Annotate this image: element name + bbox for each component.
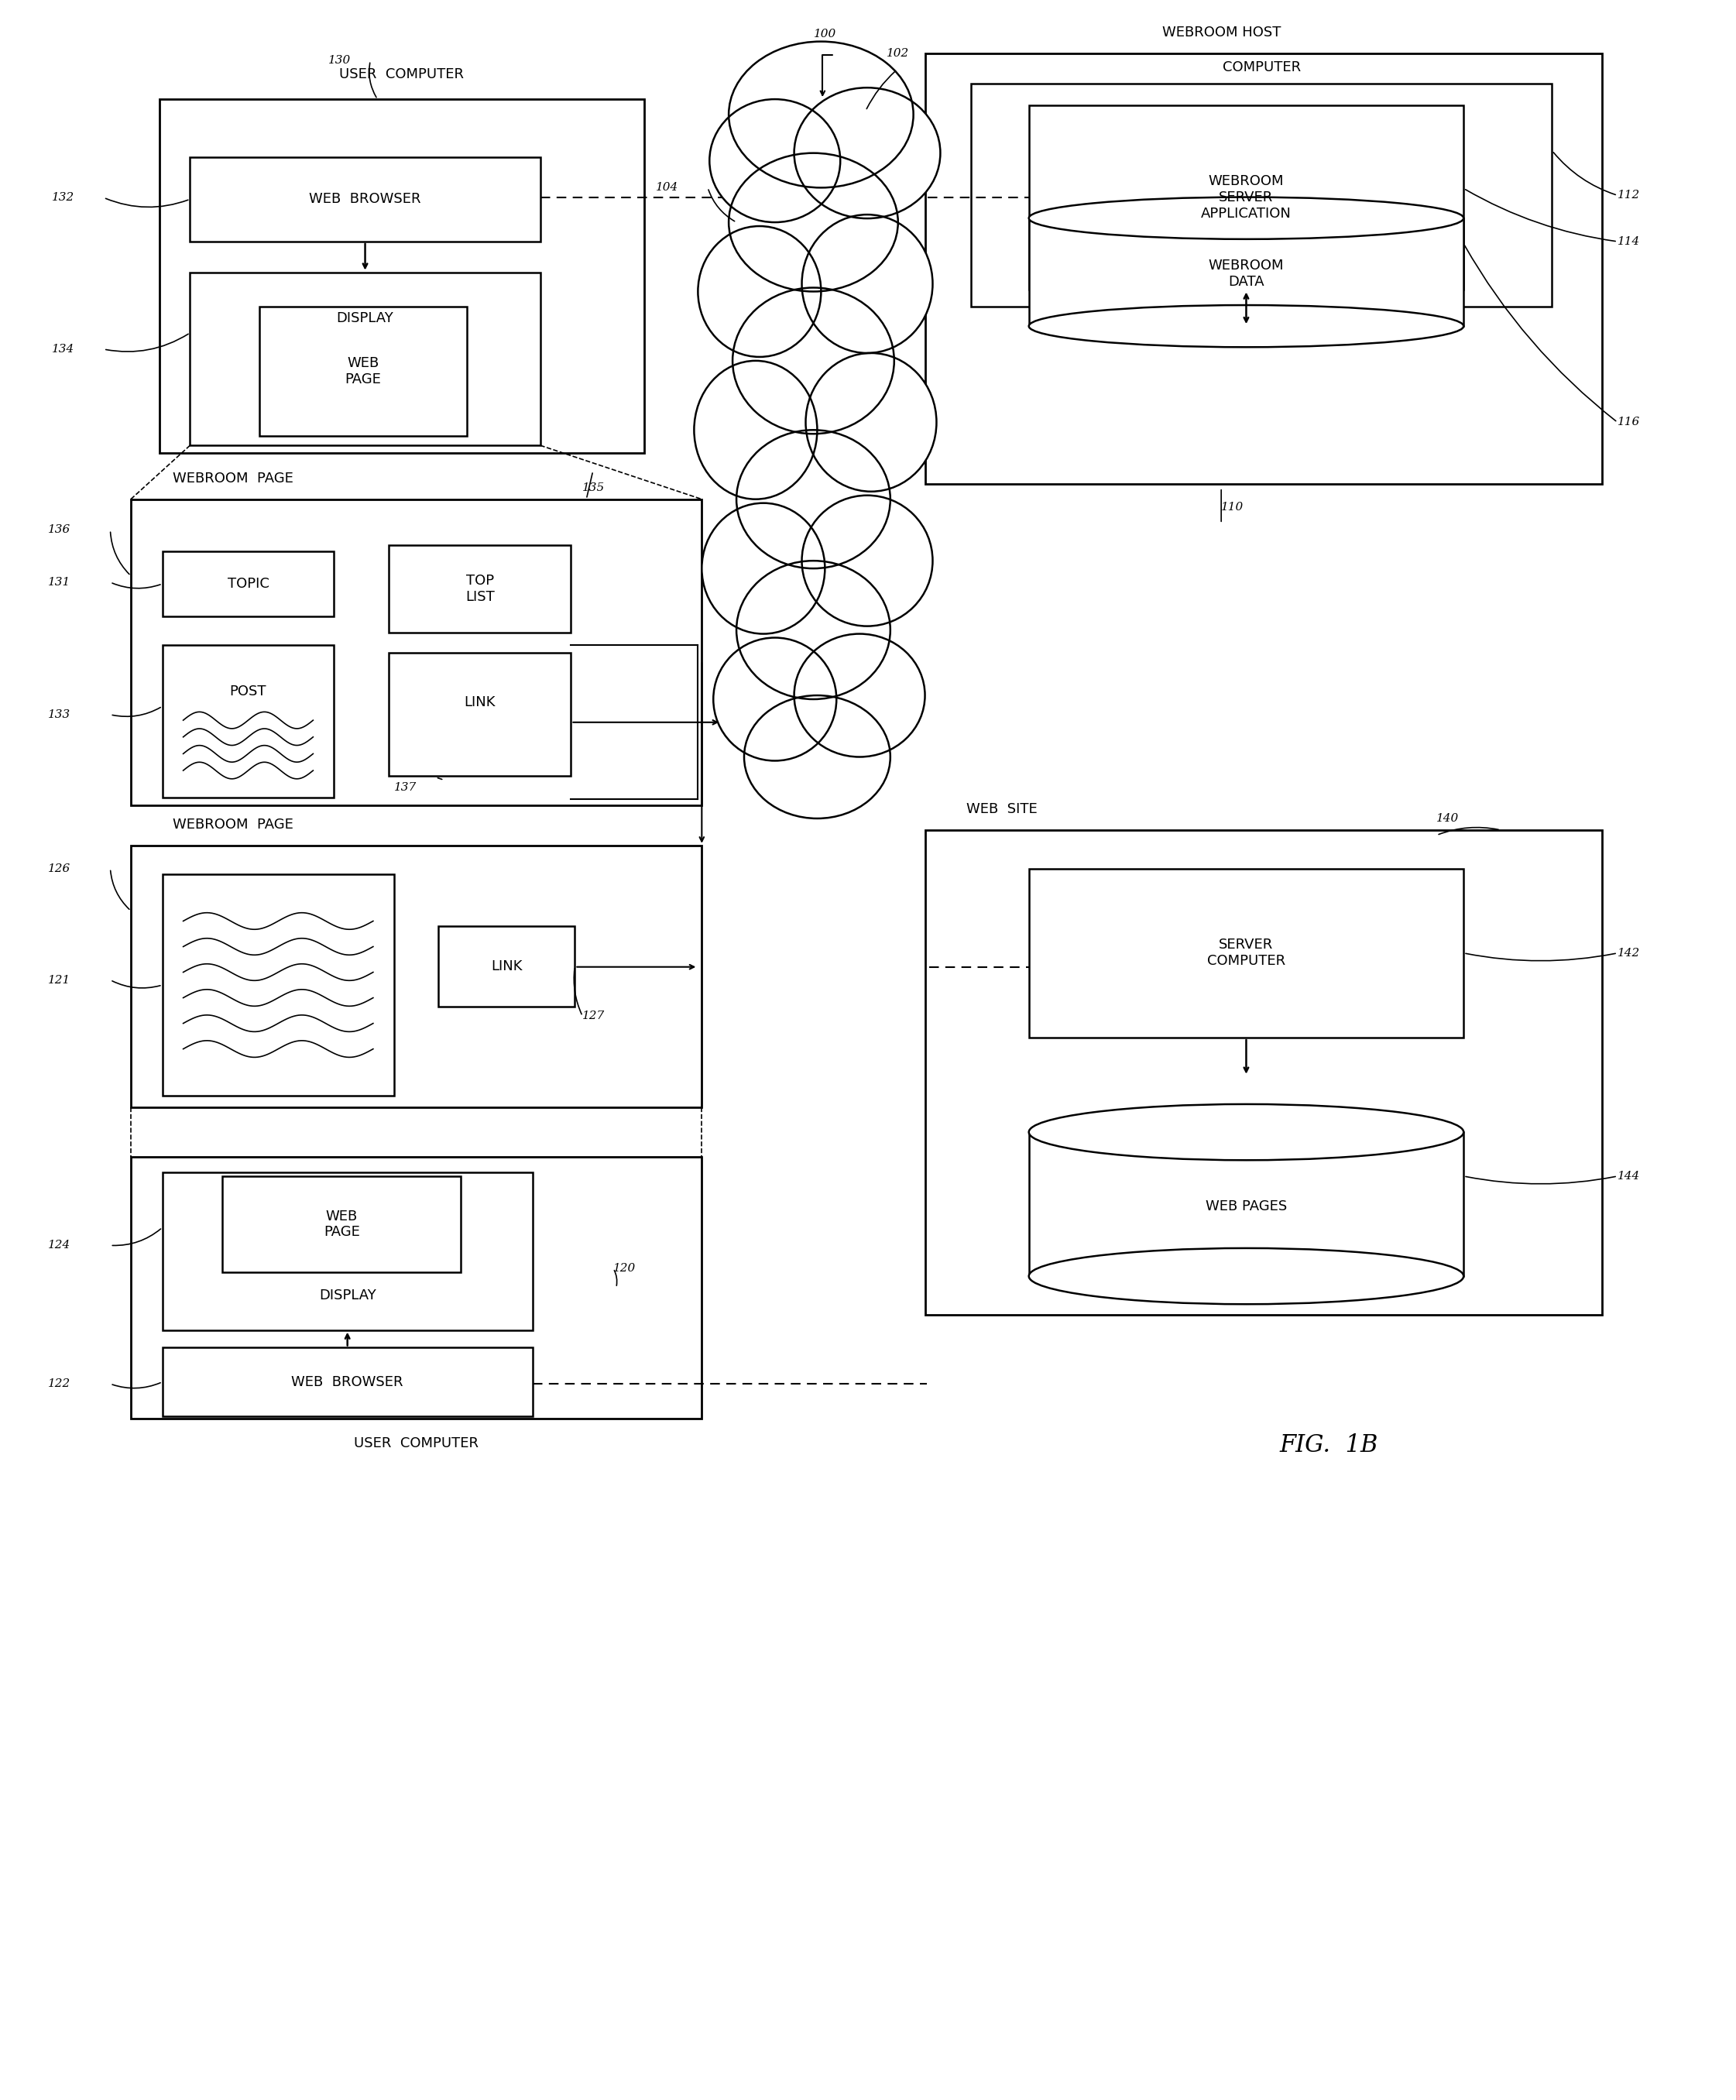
- Text: WEB  BROWSER: WEB BROWSER: [309, 193, 422, 206]
- Text: WEBROOM
SERVER
APPLICATION: WEBROOM SERVER APPLICATION: [1201, 174, 1292, 220]
- Bar: [1029, 869, 1463, 1037]
- Text: 130: 130: [328, 55, 351, 67]
- Text: 114: 114: [1618, 235, 1641, 248]
- Text: POST: POST: [229, 685, 267, 697]
- Ellipse shape: [729, 42, 913, 187]
- Text: 126: 126: [47, 863, 71, 874]
- Text: 135: 135: [583, 483, 606, 493]
- Text: 104: 104: [656, 183, 679, 193]
- Ellipse shape: [1029, 197, 1463, 239]
- Text: FIG.  1B: FIG. 1B: [1279, 1434, 1378, 1457]
- Ellipse shape: [736, 430, 891, 569]
- Bar: [925, 52, 1602, 483]
- Text: 122: 122: [47, 1378, 71, 1390]
- Text: USER  COMPUTER: USER COMPUTER: [339, 67, 464, 82]
- Text: WEB  SITE: WEB SITE: [967, 802, 1038, 817]
- Bar: [259, 307, 467, 437]
- Ellipse shape: [729, 153, 898, 292]
- Ellipse shape: [802, 496, 932, 626]
- Text: WEBROOM  PAGE: WEBROOM PAGE: [172, 817, 293, 832]
- Ellipse shape: [793, 88, 941, 218]
- Text: WEBROOM
DATA: WEBROOM DATA: [1208, 258, 1285, 288]
- Text: 127: 127: [583, 1010, 606, 1021]
- Text: TOP
LIST: TOP LIST: [465, 573, 495, 605]
- Text: WEB PAGES: WEB PAGES: [1205, 1199, 1286, 1214]
- Text: 144: 144: [1618, 1170, 1641, 1182]
- Text: 120: 120: [613, 1262, 635, 1275]
- Bar: [222, 1176, 462, 1273]
- Text: WEBROOM  PAGE: WEBROOM PAGE: [172, 470, 293, 485]
- Text: 102: 102: [887, 48, 910, 59]
- Ellipse shape: [745, 695, 891, 819]
- Bar: [1029, 218, 1463, 326]
- Text: 124: 124: [47, 1239, 71, 1252]
- Ellipse shape: [806, 353, 936, 491]
- Ellipse shape: [713, 638, 837, 760]
- Text: 131: 131: [47, 578, 71, 588]
- Text: 134: 134: [52, 344, 75, 355]
- Ellipse shape: [694, 361, 818, 500]
- Bar: [1029, 1132, 1463, 1277]
- Ellipse shape: [1029, 1105, 1463, 1159]
- Ellipse shape: [1029, 304, 1463, 346]
- Ellipse shape: [698, 227, 821, 357]
- Text: DISPLAY: DISPLAY: [319, 1287, 377, 1302]
- Ellipse shape: [1029, 1247, 1463, 1304]
- Bar: [163, 1348, 533, 1415]
- Text: 100: 100: [814, 29, 837, 40]
- Text: 112: 112: [1618, 189, 1641, 202]
- Text: SERVER
COMPUTER: SERVER COMPUTER: [1207, 939, 1285, 968]
- Bar: [389, 546, 571, 632]
- Bar: [925, 830, 1602, 1315]
- Bar: [130, 500, 701, 806]
- Bar: [389, 653, 571, 777]
- Text: WEB
PAGE: WEB PAGE: [323, 1210, 359, 1239]
- Text: 121: 121: [47, 974, 71, 985]
- Text: 133: 133: [47, 710, 71, 720]
- Text: LINK: LINK: [464, 695, 495, 710]
- Ellipse shape: [793, 634, 925, 756]
- Text: 110: 110: [1220, 502, 1245, 512]
- Bar: [160, 99, 644, 454]
- Text: 132: 132: [52, 193, 75, 204]
- Text: COMPUTER: COMPUTER: [1222, 61, 1300, 74]
- Text: 136: 136: [47, 525, 71, 536]
- Text: DISPLAY: DISPLAY: [337, 311, 394, 326]
- Text: LINK: LINK: [491, 960, 523, 974]
- Bar: [439, 926, 575, 1006]
- Bar: [189, 158, 540, 242]
- Bar: [189, 273, 540, 445]
- Ellipse shape: [701, 504, 825, 634]
- Ellipse shape: [710, 99, 840, 223]
- Bar: [970, 84, 1552, 307]
- Text: WEB  BROWSER: WEB BROWSER: [292, 1376, 403, 1388]
- Text: WEBROOM HOST: WEBROOM HOST: [1161, 25, 1281, 40]
- Bar: [163, 552, 333, 615]
- Text: USER  COMPUTER: USER COMPUTER: [354, 1436, 479, 1451]
- Ellipse shape: [736, 561, 891, 699]
- Ellipse shape: [802, 214, 932, 353]
- Text: 116: 116: [1618, 418, 1641, 428]
- Bar: [130, 846, 701, 1107]
- Bar: [130, 1157, 701, 1418]
- Ellipse shape: [733, 288, 894, 435]
- Bar: [1029, 105, 1463, 290]
- Text: TOPIC: TOPIC: [227, 578, 269, 590]
- Text: WEB
PAGE: WEB PAGE: [345, 357, 382, 386]
- Text: 137: 137: [394, 783, 417, 794]
- Bar: [163, 874, 394, 1096]
- Text: 142: 142: [1618, 947, 1641, 958]
- Bar: [163, 645, 333, 798]
- Bar: [163, 1172, 533, 1329]
- Text: 140: 140: [1437, 813, 1460, 823]
